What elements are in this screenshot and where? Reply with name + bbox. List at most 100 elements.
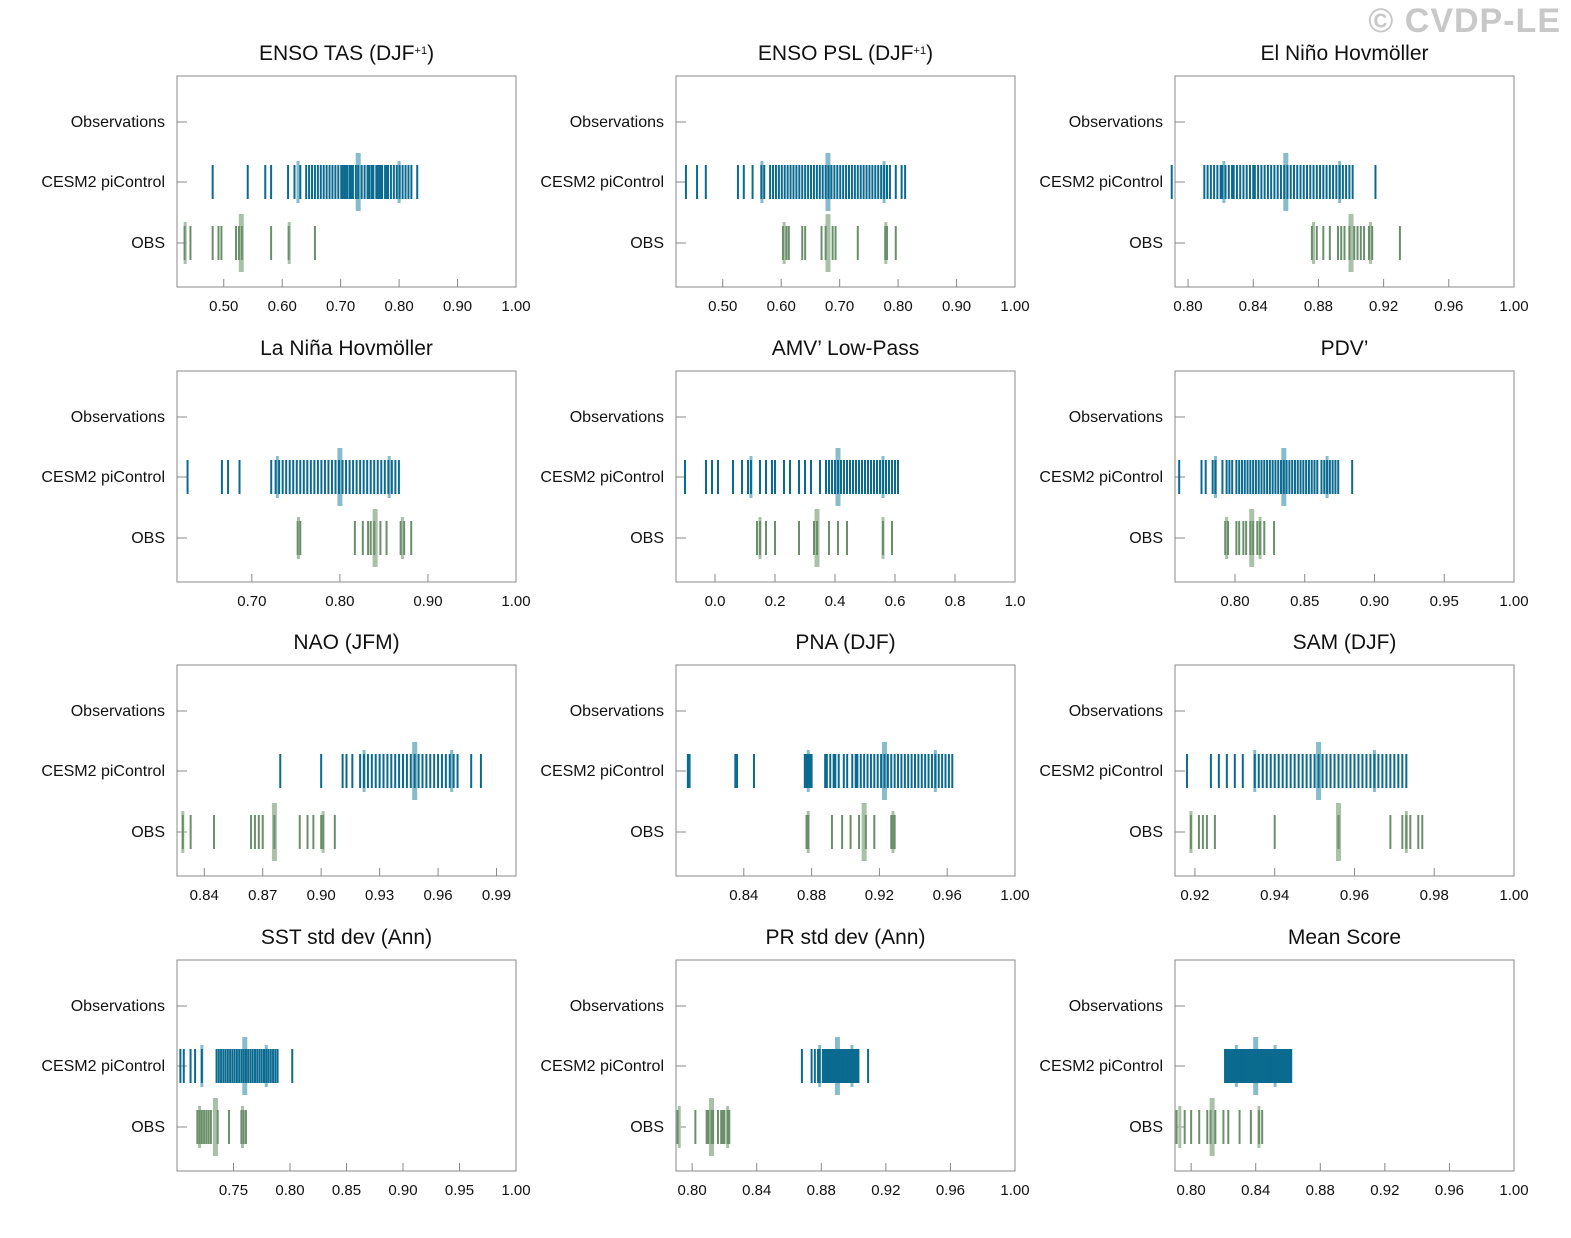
row-label: OBS <box>630 1119 664 1136</box>
row-label: Observations <box>1069 998 1163 1015</box>
x-tick-label: 0.70 <box>825 298 854 315</box>
x-tick-label: 0.92 <box>1180 887 1209 904</box>
x-tick-label: 1.00 <box>1000 298 1029 315</box>
x-tick-label: 1.00 <box>1000 1182 1029 1199</box>
x-tick-label: 0.96 <box>1340 887 1369 904</box>
x-tick-label: 0.80 <box>1173 298 1202 315</box>
x-tick-label: 0.80 <box>325 593 354 610</box>
chart-panel: PR std dev (Ann) Observations CESM2 piCont… <box>540 926 1029 1199</box>
x-tick-label: 0.84 <box>190 887 219 904</box>
x-tick-label: 0.8 <box>945 593 966 610</box>
row-label: Observations <box>71 703 165 720</box>
row-label: OBS <box>1129 235 1163 252</box>
x-tick-label: 0.70 <box>326 298 355 315</box>
x-tick-label: 0.90 <box>388 1182 417 1199</box>
x-tick-label: 0.92 <box>871 1182 900 1199</box>
x-tick-label: 0.96 <box>1435 1182 1464 1199</box>
row-label: Observations <box>71 409 165 426</box>
row-label: OBS <box>630 824 664 841</box>
chart-title: NAO (JFM) <box>293 631 399 654</box>
x-tick-label: 0.95 <box>1430 593 1459 610</box>
x-tick-label: 0.90 <box>413 593 442 610</box>
chart-title: PR std dev (Ann) <box>766 926 926 949</box>
chart-title: Mean Score <box>1288 926 1401 949</box>
chart-panel: PDV’ Observations CESM2 piControl OBS 0.80 0.… <box>1039 337 1528 610</box>
row-label: Observations <box>71 114 165 131</box>
x-tick-label: 0.2 <box>765 593 786 610</box>
chart-panel: El Niño Hovmöller Observations CESM2 piCon… <box>1039 42 1528 315</box>
chart-panel: Mean Score Observations CESM2 piControl OBS… <box>1039 926 1528 1199</box>
row-label: OBS <box>1129 1119 1163 1136</box>
chart-title: ENSO PSL (DJF+1) <box>758 42 933 65</box>
x-tick-label: 0.96 <box>933 887 962 904</box>
watermark-text: © CVDP-LE <box>1368 2 1561 40</box>
x-tick-label: 0.84 <box>1241 1182 1270 1199</box>
row-label: Observations <box>570 703 664 720</box>
x-tick-label: 0.90 <box>942 298 971 315</box>
row-label: OBS <box>131 824 165 841</box>
row-label: CESM2 piControl <box>1039 469 1163 486</box>
x-tick-label: 0.80 <box>275 1182 304 1199</box>
chart-panel: PNA (DJF) Observations CESM2 piControl OBS 0… <box>540 631 1029 904</box>
chart-panel: NAO (JFM) Observations CESM2 piControl OBS 0… <box>41 631 517 904</box>
row-label: CESM2 piControl <box>41 174 165 191</box>
x-tick-label: 0.90 <box>307 887 336 904</box>
x-tick-label: 0.88 <box>807 1182 836 1199</box>
x-tick-label: 0.88 <box>1304 298 1333 315</box>
chart-title: SAM (DJF) <box>1293 631 1397 654</box>
x-tick-label: 0.93 <box>365 887 394 904</box>
x-tick-label: 0.96 <box>1434 298 1463 315</box>
plot-frame <box>675 664 1016 877</box>
x-tick-label: 0.80 <box>1220 593 1249 610</box>
x-tick-label: 0.4 <box>825 593 846 610</box>
x-tick-label: 1.0 <box>1005 593 1026 610</box>
x-tick-label: 0.80 <box>678 1182 707 1199</box>
x-tick-label: 1.00 <box>1499 298 1528 315</box>
chart-panel: SST std dev (Ann) Observations CESM2 piCon… <box>41 926 530 1199</box>
x-tick-label: 0.92 <box>865 887 894 904</box>
row-label: OBS <box>131 1119 165 1136</box>
row-label: Observations <box>71 998 165 1015</box>
row-label: OBS <box>630 235 664 252</box>
chart-title: La Niña Hovmöller <box>260 337 433 360</box>
row-label: Observations <box>1069 114 1163 131</box>
x-tick-label: 0.84 <box>729 887 758 904</box>
x-tick-label: 0.95 <box>445 1182 474 1199</box>
row-label: CESM2 piControl <box>1039 763 1163 780</box>
row-label: CESM2 piControl <box>1039 174 1163 191</box>
x-tick-label: 0.85 <box>1290 593 1319 610</box>
row-label: OBS <box>630 530 664 547</box>
x-tick-label: 1.00 <box>1499 1182 1528 1199</box>
row-label: CESM2 piControl <box>540 174 664 191</box>
row-label: OBS <box>1129 530 1163 547</box>
chart-panel: AMV’ Low-Pass Observations CESM2 piControl… <box>540 337 1025 610</box>
row-label: OBS <box>1129 824 1163 841</box>
row-label: CESM2 piControl <box>540 1058 664 1075</box>
x-tick-label: 0.96 <box>423 887 452 904</box>
row-label: CESM2 piControl <box>41 469 165 486</box>
plot-frame <box>675 370 1016 583</box>
row-label: CESM2 piControl <box>41 1058 165 1075</box>
row-label: Observations <box>1069 409 1163 426</box>
x-tick-label: 0.94 <box>1260 887 1289 904</box>
row-label: OBS <box>131 530 165 547</box>
x-tick-label: 0.80 <box>1177 1182 1206 1199</box>
x-tick-label: 0.99 <box>482 887 511 904</box>
row-label: OBS <box>131 235 165 252</box>
x-tick-label: 1.00 <box>1000 887 1029 904</box>
row-label: Observations <box>570 409 664 426</box>
x-tick-label: 0.90 <box>1360 593 1389 610</box>
x-tick-label: 0.60 <box>767 298 796 315</box>
x-tick-label: 0.80 <box>884 298 913 315</box>
x-tick-label: 0.96 <box>936 1182 965 1199</box>
x-tick-label: 1.00 <box>1499 887 1528 904</box>
chart-panel: ENSO TAS (DJF+1) Observations CESM2 piCont… <box>41 42 530 315</box>
x-tick-label: 0.75 <box>219 1182 248 1199</box>
chart-title: SST std dev (Ann) <box>261 926 432 949</box>
row-label: Observations <box>1069 703 1163 720</box>
chart-title: PDV’ <box>1321 337 1369 360</box>
x-tick-label: 0.60 <box>268 298 297 315</box>
chart-panel: SAM (DJF) Observations CESM2 piControl OBS 0… <box>1039 631 1528 904</box>
row-label: CESM2 piControl <box>1039 1058 1163 1075</box>
x-tick-label: 1.00 <box>501 298 530 315</box>
